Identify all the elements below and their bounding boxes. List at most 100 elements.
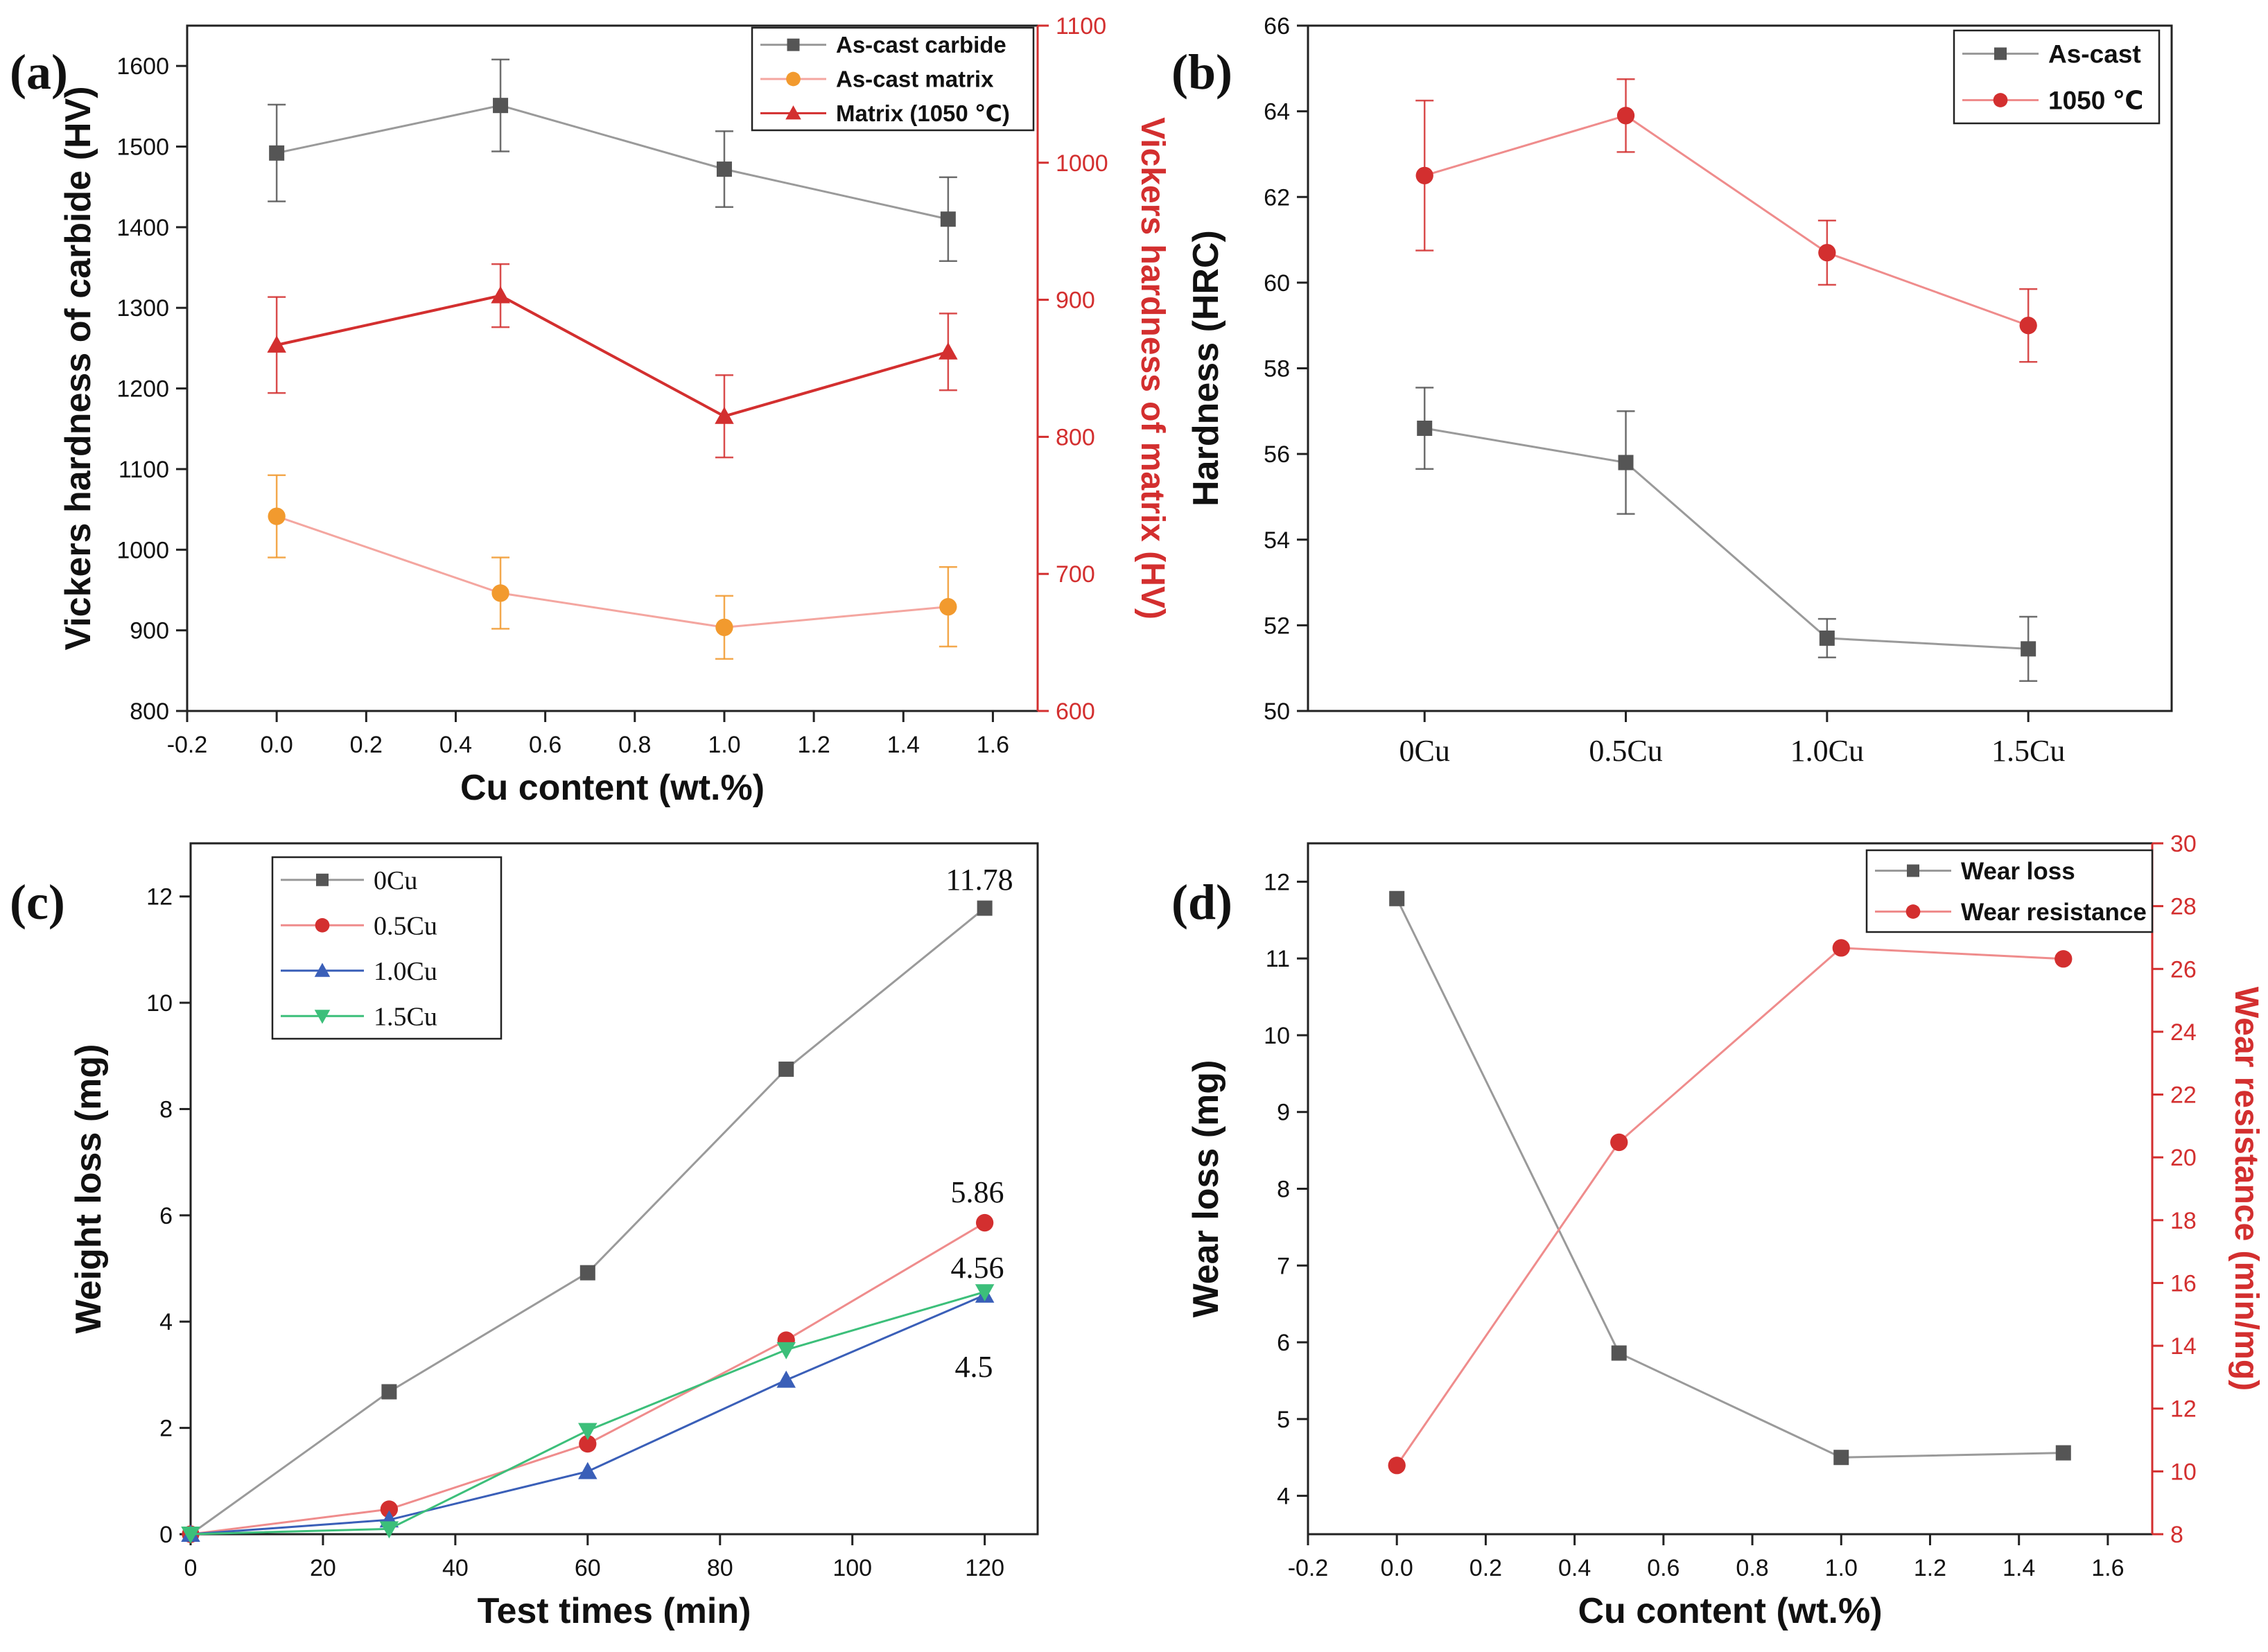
panel-c: (c) 0 20 40 60 80 100 120 0 2 4 6 8 10 12 Test times (m… xyxy=(10,842,1039,1631)
y2-tick-label: 16 xyxy=(2170,1270,2197,1297)
x-tick-label: 20 xyxy=(310,1555,336,1581)
y-tick-label: 1600 xyxy=(116,53,169,80)
data-point xyxy=(776,1342,796,1360)
panel-a: (a) -0.2 0.0 0.2 0.4 0.6 0.8 1.0 1.2 1.4 1.6 800 900… xyxy=(10,13,1171,808)
legend-marker xyxy=(1993,93,2008,107)
y2-tick-label: 18 xyxy=(2170,1208,2197,1234)
x-tick-label: 1.0 xyxy=(708,732,740,758)
y-tick-label: 62 xyxy=(1264,184,1290,211)
x-tick-label: 1.6 xyxy=(977,732,1009,758)
legend-label: 0.5Cu xyxy=(374,912,437,941)
data-point xyxy=(1616,107,1635,125)
legend-marker xyxy=(1907,864,1919,877)
legend-marker xyxy=(314,963,331,977)
data-point xyxy=(776,1370,796,1388)
y-axis-label: Wear loss (mg) xyxy=(1186,1060,1226,1318)
y-tick-label: 1500 xyxy=(116,134,169,161)
series-line-as-cast-carbide xyxy=(276,104,949,220)
x-tick-label: 0.4 xyxy=(439,732,472,758)
panel-b: (b) 0Cu 0.5Cu 1.0Cu 1.5Cu 50 52 54 56 58 60 62 64 66 H… xyxy=(1171,13,2173,768)
x-tick-label: 60 xyxy=(575,1555,601,1581)
data-point xyxy=(267,335,286,353)
y-tick-label: 12 xyxy=(1264,869,1290,895)
x-tick-label: 0.5Cu xyxy=(1589,734,1662,768)
data-point xyxy=(380,1500,399,1518)
legend-box xyxy=(271,856,503,1040)
data-point xyxy=(778,1061,794,1077)
series-line-matrix-1050- xyxy=(276,294,949,418)
x-tick-label: 1.5Cu xyxy=(1991,734,2065,768)
legend-marker xyxy=(1905,904,1921,919)
y2-axis-label: Vickers hardness of matrix (HV) xyxy=(1134,117,1171,620)
x-axis-label: Cu content (wt.%) xyxy=(1578,1591,1882,1631)
legend-marker xyxy=(786,71,801,87)
y-tick-label: 4 xyxy=(159,1309,173,1335)
data-point xyxy=(1833,1450,1849,1466)
data-point xyxy=(977,900,993,916)
y2-tick-label: 14 xyxy=(2170,1333,2197,1360)
legend-marker xyxy=(314,1010,331,1024)
legend-label: 1.0Cu xyxy=(374,957,437,986)
data-point xyxy=(975,1213,994,1232)
legend-label: 0Cu xyxy=(374,866,417,895)
data-point xyxy=(578,1461,597,1479)
x-tick-label: -0.2 xyxy=(1288,1555,1329,1581)
y-tick-label: 10 xyxy=(1264,1023,1290,1049)
data-point xyxy=(269,145,285,161)
y2-tick-label: 24 xyxy=(2170,1019,2197,1046)
x-tick-label: 1.0 xyxy=(1825,1555,1858,1581)
data-point xyxy=(939,342,958,360)
data-point xyxy=(1611,1345,1627,1361)
panel-label: (b) xyxy=(1171,44,1232,100)
data-point xyxy=(379,1521,399,1539)
legend-label: 1.5Cu xyxy=(374,1003,437,1032)
y-tick-label: 6 xyxy=(1277,1330,1290,1356)
y2-tick-label: 20 xyxy=(2170,1145,2197,1171)
y-tick-label: 1100 xyxy=(119,457,169,483)
y2-tick-label: 900 xyxy=(1056,288,1095,314)
y-tick-label: 9 xyxy=(1277,1100,1290,1126)
data-point xyxy=(1388,1457,1406,1475)
series-line-1050- xyxy=(1424,114,2029,327)
panel-d: (d) -0.2 0.0 0.2 0.4 0.6 0.8 1.0 1.2 1.4 1.6 4 5 6 7 8 9… xyxy=(1171,831,2265,1631)
legend-label: As-cast carbide xyxy=(836,32,1006,58)
x-tick-label: 1.6 xyxy=(2091,1555,2124,1581)
x-tick-label: 0.6 xyxy=(529,732,561,758)
y-tick-label: 2 xyxy=(159,1416,173,1442)
data-annotation: 4.56 xyxy=(951,1251,1004,1285)
y2-tick-label: 26 xyxy=(2170,956,2197,983)
y2-tick-label: 800 xyxy=(1056,424,1095,450)
x-tick-label: 0.0 xyxy=(1381,1555,1413,1581)
data-point xyxy=(939,598,957,616)
x-tick-label: 0.2 xyxy=(1469,1555,1502,1581)
data-point xyxy=(1819,630,1835,646)
data-point xyxy=(1818,243,1836,262)
x-tick-label: 0.8 xyxy=(618,732,651,758)
y2-tick-label: 1000 xyxy=(1056,150,1108,177)
data-annotation: 11.78 xyxy=(945,863,1013,897)
data-point xyxy=(2021,641,2036,657)
y-tick-label: 1300 xyxy=(116,295,169,322)
data-point xyxy=(1832,939,1850,957)
series-line-wear-loss xyxy=(1395,898,2064,1459)
legend-label: As-cast xyxy=(2048,39,2141,68)
y2-tick-label: 700 xyxy=(1056,561,1095,588)
y2-axis-label: Wear resistance (min/mg) xyxy=(2228,987,2265,1391)
y-tick-label: 52 xyxy=(1264,613,1290,639)
y2-tick-label: 28 xyxy=(2170,894,2197,920)
data-point xyxy=(2055,950,2073,968)
x-tick-label: 0 xyxy=(184,1555,198,1581)
x-tick-label: 0.6 xyxy=(1647,1555,1680,1581)
y2-tick-label: 30 xyxy=(2170,831,2197,857)
data-point xyxy=(940,211,956,227)
x-tick-label: 100 xyxy=(832,1555,872,1581)
x-tick-label: 0Cu xyxy=(1399,734,1450,768)
x-tick-label: 1.2 xyxy=(797,732,830,758)
data-point xyxy=(1415,166,1433,184)
data-point xyxy=(578,1423,597,1441)
y-tick-label: 1000 xyxy=(116,537,169,563)
y-tick-label: 900 xyxy=(130,618,169,644)
y-tick-label: 1400 xyxy=(116,215,169,241)
y-tick-label: 12 xyxy=(146,884,173,911)
x-tick-label: 1.4 xyxy=(887,732,920,758)
